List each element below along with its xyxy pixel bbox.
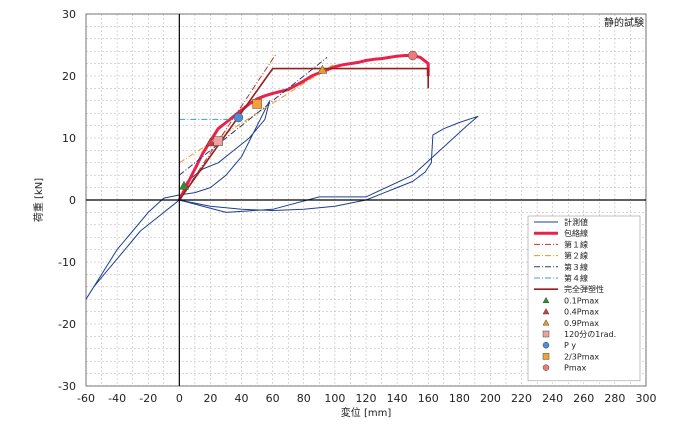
legend-label: 0.1Pmax	[564, 296, 599, 305]
legend-label: 第３線	[564, 262, 588, 272]
x-tick-label: 200	[480, 392, 501, 405]
y-tick-label: 30	[62, 8, 76, 21]
legend-marker	[542, 296, 550, 304]
y-tick-label: -30	[58, 380, 76, 393]
legend-label: 0.4Pmax	[564, 308, 599, 317]
marker-23pmax	[252, 99, 262, 109]
legend-label: 第４線	[564, 273, 588, 283]
series-line-7	[178, 67, 430, 201]
x-tick-label: 40	[235, 392, 249, 405]
series-line-1	[179, 115, 479, 213]
legend-label: Pmax	[564, 364, 587, 373]
legend-marker	[542, 319, 550, 326]
axes: -60 -40 -20 0 20 40 60 80 100 120 140 160 180 200 220 2…	[58, 8, 656, 405]
legend-label: 完全弾塑性	[564, 284, 604, 294]
x-tick-label: 180	[449, 392, 470, 405]
x-tick-label: 0	[176, 392, 183, 405]
legend-label: 0.9Pmax	[564, 319, 599, 328]
legend-label: 2/3Pmax	[564, 352, 599, 361]
y-tick-label: -20	[58, 318, 76, 331]
x-tick-label: 160	[418, 392, 439, 405]
x-tick-label: 300	[636, 392, 657, 405]
marker-py	[233, 112, 244, 123]
marker-04pmax	[205, 137, 216, 147]
x-tick-label: 280	[604, 392, 625, 405]
legend-marker	[542, 353, 550, 360]
y-tick-label: 20	[62, 70, 76, 83]
series-line-2	[177, 54, 430, 201]
chart-title: 静的試験	[604, 16, 644, 29]
x-tick-label: 240	[542, 392, 563, 405]
legend-label: 第２線	[564, 251, 588, 261]
y-axis-label: 荷重 [kN]	[32, 178, 45, 222]
legend-label: 120分の1rad.	[564, 330, 616, 339]
legend-marker	[542, 341, 550, 349]
x-tick-label: 60	[266, 392, 280, 405]
x-tick-label: 100	[324, 392, 345, 405]
y-tick-label: -10	[58, 256, 76, 269]
x-axis-label: 変位 [mm]	[341, 406, 392, 419]
x-tick-label: -60	[77, 392, 95, 405]
legend-label: 計測値	[564, 217, 588, 227]
series-line-5	[178, 57, 328, 176]
legend-label: 第１線	[564, 239, 588, 249]
y-tick-label: 0	[69, 194, 76, 207]
legend-marker	[542, 308, 550, 315]
marker-layer	[179, 50, 418, 190]
y-tick-label: 10	[62, 132, 76, 145]
marker-01pmax	[179, 180, 189, 190]
x-tick-label: -20	[139, 392, 157, 405]
x-tick-label: -40	[108, 392, 126, 405]
legend-marker	[542, 364, 550, 371]
legend-marker	[542, 330, 550, 338]
x-tick-label: 120	[356, 392, 377, 405]
marker-09pmax	[317, 64, 328, 74]
x-tick-label: 20	[203, 392, 217, 405]
marker-1201rad	[213, 136, 223, 146]
x-tick-label: 140	[387, 392, 408, 405]
x-tick-label: 220	[511, 392, 532, 405]
x-tick-label: 260	[573, 392, 594, 405]
series-layer	[85, 54, 479, 300]
legend-label: 包絡線	[564, 228, 588, 238]
series-line-3	[178, 54, 277, 201]
legend-label: P y	[564, 341, 576, 350]
marker-pmax	[407, 50, 418, 61]
x-tick-label: 80	[297, 392, 311, 405]
